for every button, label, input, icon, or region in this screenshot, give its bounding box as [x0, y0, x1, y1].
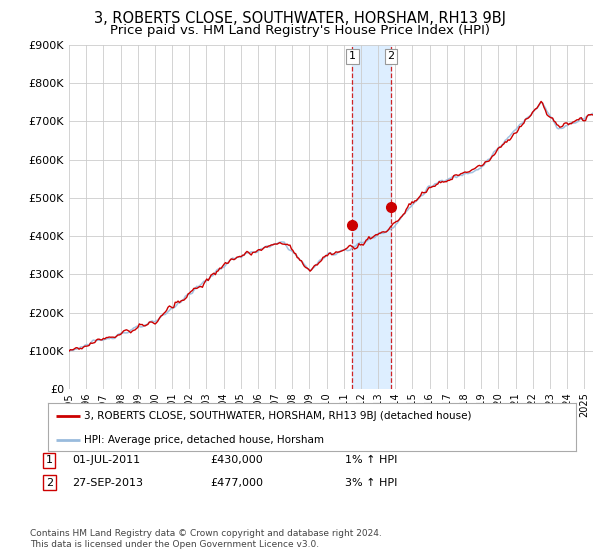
Text: 3, ROBERTS CLOSE, SOUTHWATER, HORSHAM, RH13 9BJ (detached house): 3, ROBERTS CLOSE, SOUTHWATER, HORSHAM, R… [84, 411, 472, 421]
Text: 3% ↑ HPI: 3% ↑ HPI [345, 478, 397, 488]
Text: HPI: Average price, detached house, Horsham: HPI: Average price, detached house, Hors… [84, 435, 324, 445]
Bar [352, 45, 391, 389]
Text: £430,000: £430,000 [210, 455, 263, 465]
Text: 1: 1 [46, 455, 53, 465]
Text: Contains HM Land Registry data © Crown copyright and database right 2024.
This d: Contains HM Land Registry data © Crown c… [30, 529, 382, 549]
Text: 1% ↑ HPI: 1% ↑ HPI [345, 455, 397, 465]
Text: 01-JUL-2011: 01-JUL-2011 [72, 455, 140, 465]
Text: £477,000: £477,000 [210, 478, 263, 488]
Text: 2: 2 [46, 478, 53, 488]
Text: 27-SEP-2013: 27-SEP-2013 [72, 478, 143, 488]
Text: 3, ROBERTS CLOSE, SOUTHWATER, HORSHAM, RH13 9BJ: 3, ROBERTS CLOSE, SOUTHWATER, HORSHAM, R… [94, 11, 506, 26]
Text: 2: 2 [388, 52, 395, 61]
Text: Price paid vs. HM Land Registry's House Price Index (HPI): Price paid vs. HM Land Registry's House … [110, 24, 490, 36]
Text: 1: 1 [349, 52, 356, 61]
